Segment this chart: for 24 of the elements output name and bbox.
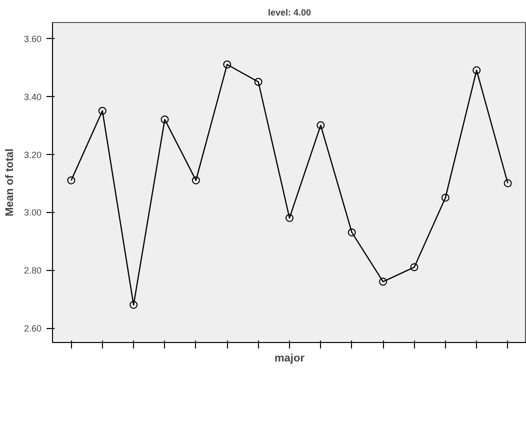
point (223, 60, 232, 68)
point (286, 214, 294, 222)
point (98, 106, 106, 115)
y-tick-label: 2.60 (24, 324, 42, 334)
point (316, 121, 325, 130)
point (67, 176, 76, 184)
x-axis-title: major (274, 352, 306, 364)
y-tick-label: 3.00 (24, 208, 42, 218)
y-axis-title: Mean of total (4, 148, 16, 216)
y-tick-label: 3.60 (24, 34, 42, 44)
chart-title: level: 4.00 (268, 8, 312, 18)
point (192, 176, 200, 184)
point (160, 116, 169, 124)
point (472, 66, 481, 74)
point (130, 300, 138, 309)
point (379, 278, 388, 286)
y-tick-label: 3.40 (24, 92, 42, 102)
point (254, 78, 262, 86)
y-tick-label: 3.20 (24, 150, 42, 160)
point (441, 194, 450, 202)
point (410, 263, 418, 272)
y-tick-label: 2.80 (24, 266, 42, 276)
point (504, 179, 512, 188)
point (348, 228, 356, 236)
